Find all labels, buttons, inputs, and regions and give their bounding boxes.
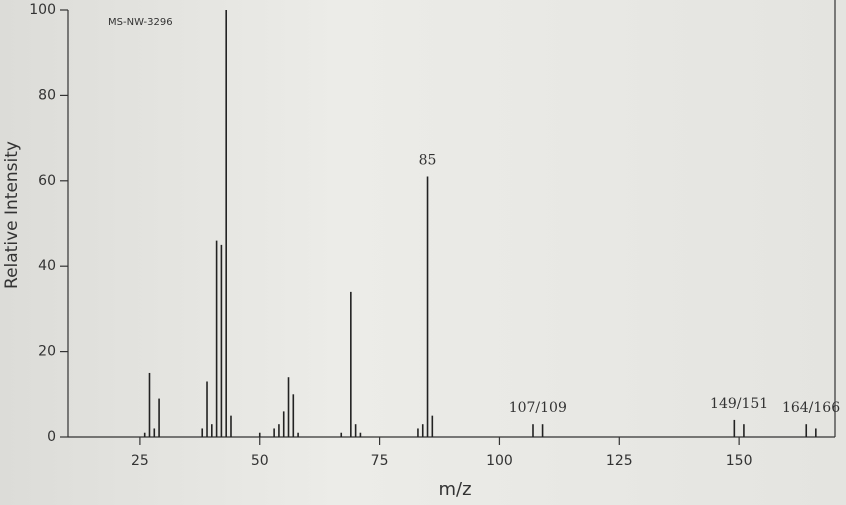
y-tick-label: 0 [47, 429, 56, 445]
peak-annotation: 85 [419, 153, 437, 169]
x-tick-label: 75 [371, 453, 389, 469]
peak-annotation: 164/166 [782, 400, 840, 416]
y-tick-label: 60 [38, 173, 56, 189]
y-tick-label: 80 [38, 87, 56, 103]
y-tick-label: 100 [29, 2, 56, 18]
x-tick-label: 50 [251, 453, 269, 469]
x-axis-label: m/z [438, 479, 471, 500]
x-tick-label: 125 [606, 453, 633, 469]
peak-annotation: 149/151 [710, 396, 768, 412]
x-tick-label: 150 [726, 453, 753, 469]
chart-title: MS-NW-3296 [108, 17, 173, 28]
x-tick-label: 100 [486, 453, 513, 469]
y-axis-label: Relative Intensity [2, 141, 22, 289]
y-tick-label: 20 [38, 344, 56, 360]
y-tick-label: 40 [38, 258, 56, 274]
x-tick-label: 25 [131, 453, 149, 469]
peak-annotation: 107/109 [509, 400, 567, 416]
